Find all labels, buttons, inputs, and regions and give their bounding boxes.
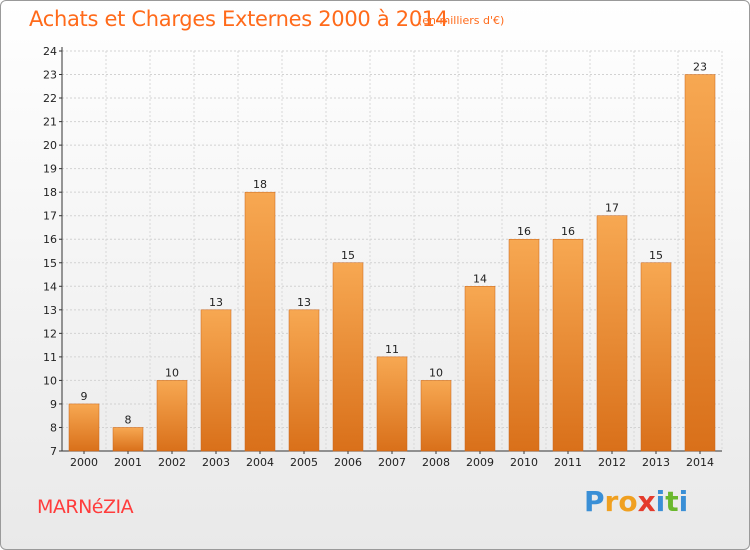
town-name: MARNéZIA	[37, 496, 134, 518]
label-layer: 9 8 10 13 18 13 15 11 10 14 16 16 17 15 23	[81, 61, 708, 427]
bar-2014	[684, 74, 716, 452]
bar-2001	[112, 427, 144, 452]
value-label: 9	[81, 390, 88, 403]
y-tick-label: 8	[50, 421, 57, 434]
value-label: 8	[125, 413, 132, 426]
value-label: 11	[385, 343, 399, 356]
x-tick-label: 2006	[334, 456, 362, 469]
x-tick-label: 2008	[422, 456, 450, 469]
y-tick-label: 9	[50, 398, 57, 411]
x-tick-label: 2014	[686, 456, 714, 469]
chart-subtitle: (en milliers d'€)	[418, 14, 505, 27]
logo-letter: o	[618, 485, 638, 518]
x-tick-label: 2004	[246, 456, 274, 469]
logo-letter: i	[678, 485, 689, 518]
y-tick-label: 23	[43, 69, 57, 82]
bar-2013	[640, 262, 672, 452]
y-tick-label: 18	[43, 186, 57, 199]
y-tick-label: 16	[43, 233, 57, 246]
bar-2003	[200, 309, 232, 452]
y-tick-label: 7	[50, 445, 57, 458]
bar-2005	[288, 309, 320, 452]
value-label: 15	[341, 249, 355, 262]
x-tick-label: 2012	[598, 456, 626, 469]
value-label: 23	[693, 61, 707, 74]
x-tick-label: 2005	[290, 456, 318, 469]
bar-2006	[332, 262, 364, 452]
y-tick-label: 12	[43, 327, 57, 340]
x-tick-label: 2011	[554, 456, 582, 469]
value-label: 17	[605, 202, 619, 215]
y-tick-label: 21	[43, 116, 57, 129]
y-tick-label: 22	[43, 92, 57, 105]
logo-letter: P	[584, 485, 605, 518]
value-label: 10	[429, 366, 443, 379]
logo-letter: x	[637, 485, 656, 518]
bar-2009	[464, 286, 496, 452]
y-tick-label: 24	[43, 45, 57, 58]
axis-layer: 7 8 9 10 11 12 13 14 15 16 17 18 19 20 21 22 23 24 2000 200…	[43, 45, 722, 469]
y-tick-label: 20	[43, 139, 57, 152]
bar-2000	[68, 403, 100, 452]
x-tick-label: 2001	[114, 456, 142, 469]
x-tick-label: 2013	[642, 456, 670, 469]
logo-letter: t	[665, 485, 679, 518]
y-tick-label: 17	[43, 210, 57, 223]
x-tick-label: 2000	[70, 456, 98, 469]
value-label: 16	[517, 225, 531, 238]
bar-2008	[420, 380, 452, 452]
proxiti-logo: Proxiti	[584, 485, 688, 518]
bar-2011	[552, 238, 584, 452]
bar-2010	[508, 238, 540, 452]
y-tick-label: 11	[43, 351, 57, 364]
logo-letter: r	[604, 485, 619, 518]
x-tick-label: 2002	[158, 456, 186, 469]
x-tick-label: 2010	[510, 456, 538, 469]
logo-letter: i	[655, 485, 666, 518]
y-tick-label: 15	[43, 257, 57, 270]
value-label: 10	[165, 366, 179, 379]
value-label: 13	[297, 296, 311, 309]
y-tick-label: 13	[43, 304, 57, 317]
value-label: 15	[649, 249, 663, 262]
x-tick-label: 2003	[202, 456, 230, 469]
value-label: 13	[209, 296, 223, 309]
bar-2012	[596, 215, 628, 452]
y-tick-label: 14	[43, 280, 57, 293]
chart-title: Achats et Charges Externes 2000 à 2014	[29, 7, 449, 31]
y-tick-label: 10	[43, 374, 57, 387]
value-label: 18	[253, 178, 267, 191]
y-tick-label: 19	[43, 163, 57, 176]
value-label: 14	[473, 272, 487, 285]
bar-layer	[68, 74, 716, 452]
bar-2007	[376, 356, 408, 452]
bar-2004	[244, 191, 276, 452]
bar-2002	[156, 380, 188, 452]
x-tick-label: 2009	[466, 456, 494, 469]
value-label: 16	[561, 225, 575, 238]
x-tick-label: 2007	[378, 456, 406, 469]
